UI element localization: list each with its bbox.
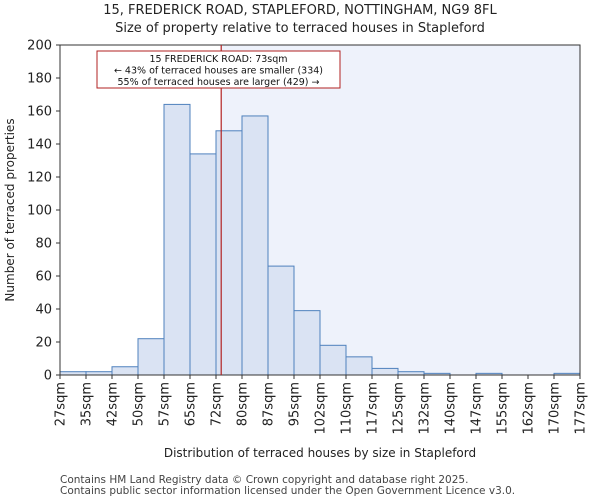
histogram-bar	[293, 310, 321, 376]
histogram-bar	[189, 153, 217, 376]
x-tick-label: 162sqm	[522, 382, 537, 435]
y-tick-label: 0	[44, 369, 52, 384]
y-tick-label: 80	[35, 237, 52, 252]
x-tick-label: 65sqm	[184, 382, 199, 426]
x-tick-label: 87sqm	[262, 382, 277, 426]
histogram-chart: 0 20 40 60 80 100 120 140 160 180 200 27sqm 35sqm 42s…	[3, 39, 589, 461]
chart-title-address: 15, FREDERICK ROAD, STAPLEFORD, NOTTINGH…	[103, 3, 497, 18]
x-tick-label: 147sqm	[470, 382, 485, 435]
x-tick-label: 132sqm	[418, 382, 433, 435]
x-tick-label: 27sqm	[54, 382, 69, 426]
x-tick-label: 95sqm	[288, 382, 303, 426]
x-tick-label: 72sqm	[210, 382, 225, 426]
y-tick-label: 200	[27, 39, 52, 54]
x-tick-label: 140sqm	[444, 382, 459, 435]
histogram-bar	[137, 338, 165, 376]
annotation-smaller-share: ← 43% of terraced houses are smaller (33…	[114, 66, 323, 77]
histogram-bar	[345, 356, 373, 376]
footer-licence: Contains public sector information licen…	[60, 485, 516, 497]
footer-copyright: Contains HM Land Registry data © Crown c…	[60, 474, 469, 486]
x-tick-label: 155sqm	[496, 382, 511, 435]
histogram-bar	[267, 265, 295, 376]
x-tick-label: 117sqm	[366, 382, 381, 435]
y-axis-label: Number of terraced properties	[3, 118, 17, 301]
histogram-bar	[111, 366, 139, 376]
y-tick-label: 40	[35, 303, 52, 318]
y-tick-label: 120	[27, 171, 52, 186]
histogram-bar	[371, 367, 399, 376]
x-tick-label: 57sqm	[158, 382, 173, 426]
annotation-larger-share: 55% of terraced houses are larger (429) …	[118, 77, 320, 88]
x-tick-label: 110sqm	[340, 382, 355, 435]
annotation-box	[96, 50, 341, 89]
y-tick-label: 180	[27, 72, 52, 87]
histogram-bar	[215, 130, 243, 376]
x-tick-label: 102sqm	[314, 382, 329, 435]
chart-title-subtitle: Size of property relative to terraced ho…	[115, 21, 485, 36]
x-tick-label: 125sqm	[392, 382, 407, 435]
y-tick-label: 20	[35, 336, 52, 351]
x-tick-label: 170sqm	[548, 382, 563, 435]
annotation-property-size: 15 FREDERICK ROAD: 73sqm	[149, 54, 287, 65]
y-tick-label: 60	[35, 270, 52, 285]
x-axis-label: Distribution of terraced houses by size …	[164, 446, 476, 460]
x-tick-label: 42sqm	[106, 382, 121, 426]
y-tick-label: 100	[27, 204, 52, 219]
x-tick-label: 35sqm	[80, 382, 95, 426]
histogram-bar	[241, 115, 269, 376]
y-tick-label: 160	[27, 105, 52, 120]
histogram-bar	[163, 103, 191, 376]
histogram-bar	[319, 344, 347, 376]
x-tick-label: 50sqm	[132, 382, 147, 426]
y-tick-label: 140	[27, 138, 52, 153]
x-tick-label: 177sqm	[574, 382, 589, 435]
x-tick-label: 80sqm	[236, 382, 251, 426]
